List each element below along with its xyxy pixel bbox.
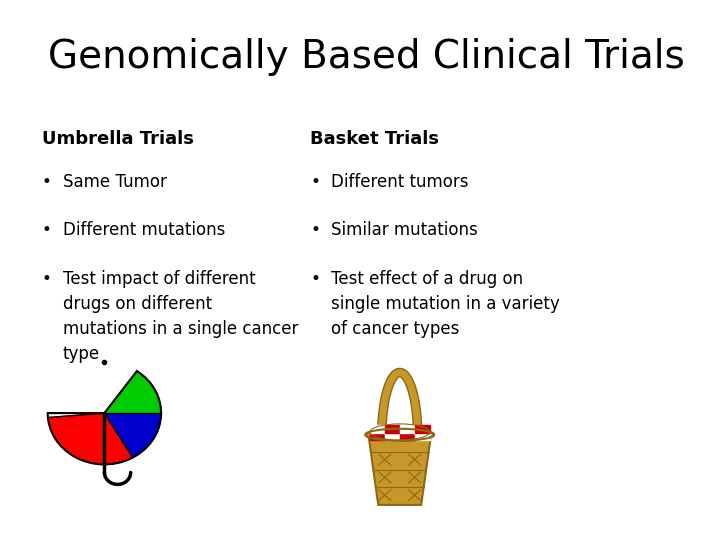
Bar (384, 425, 400, 433)
Bar (400, 425, 415, 433)
Text: Genomically Based Clinical Trials: Genomically Based Clinical Trials (48, 38, 685, 76)
Text: Umbrella Trials: Umbrella Trials (42, 130, 194, 147)
Text: Different tumors: Different tumors (331, 173, 469, 191)
Text: •: • (310, 221, 320, 239)
Wedge shape (48, 413, 132, 464)
Bar (370, 425, 384, 433)
Wedge shape (104, 371, 161, 413)
Bar (400, 433, 415, 440)
Text: •: • (42, 221, 52, 239)
Text: Similar mutations: Similar mutations (331, 221, 478, 239)
Text: Same Tumor: Same Tumor (63, 173, 166, 191)
Text: Test impact of different
drugs on different
mutations in a single cancer
type: Test impact of different drugs on differ… (63, 270, 298, 363)
Bar (370, 433, 384, 440)
Wedge shape (104, 413, 161, 457)
Polygon shape (369, 435, 431, 505)
Bar (415, 425, 430, 433)
Text: Basket Trials: Basket Trials (310, 130, 439, 147)
Text: Different mutations: Different mutations (63, 221, 225, 239)
Text: •: • (310, 173, 320, 191)
Text: •: • (42, 173, 52, 191)
Bar (415, 433, 430, 440)
Text: •: • (42, 270, 52, 288)
Bar (384, 433, 400, 440)
Ellipse shape (366, 429, 434, 441)
Text: Test effect of a drug on
single mutation in a variety
of cancer types: Test effect of a drug on single mutation… (331, 270, 560, 338)
Text: •: • (310, 270, 320, 288)
